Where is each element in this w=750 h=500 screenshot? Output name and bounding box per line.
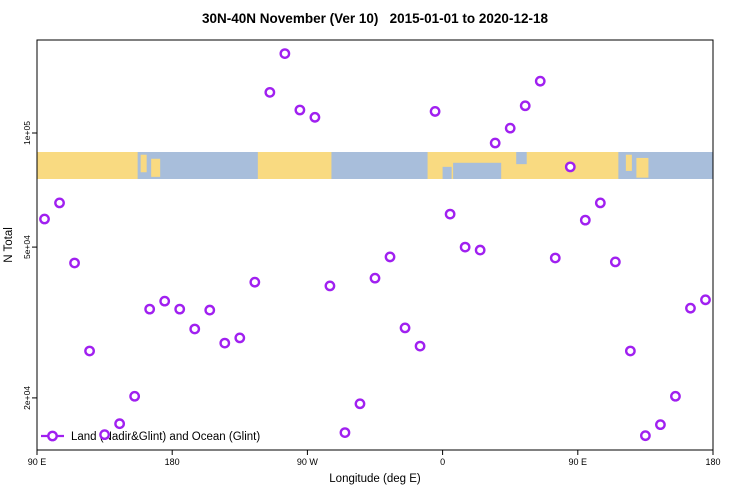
data-point (279, 48, 291, 59)
data-point (324, 280, 336, 292)
x-tick-label: 180 (165, 457, 180, 467)
data-point (640, 430, 651, 442)
data-point (69, 257, 80, 269)
data-point (534, 75, 546, 87)
data-points (39, 48, 711, 442)
x-tick-label: 90 W (297, 457, 319, 467)
island-patch (151, 158, 161, 177)
data-point (84, 345, 95, 357)
data-point (700, 294, 711, 306)
data-point (519, 100, 531, 112)
land-ocean-map-strip (37, 152, 713, 179)
data-point (594, 197, 606, 209)
land-segment (257, 152, 332, 179)
legend-marker-icon (47, 430, 58, 442)
data-point (655, 419, 666, 431)
data-point (294, 104, 306, 116)
island-patch (140, 154, 147, 173)
data-point (114, 418, 126, 430)
data-point (384, 251, 396, 263)
data-point (339, 427, 351, 438)
island-patch (636, 157, 649, 178)
data-point (369, 272, 381, 284)
x-axis-label: Longitude (deg E) (329, 473, 421, 485)
data-point (99, 429, 111, 441)
data-point (685, 302, 696, 314)
data-point (564, 161, 576, 173)
data-point (549, 252, 561, 264)
data-point (264, 86, 276, 98)
data-point (204, 304, 216, 316)
y-tick-label: 2e+04 (22, 386, 32, 410)
data-point (459, 241, 471, 253)
data-point (309, 111, 321, 123)
data-point (249, 276, 261, 288)
inland-water-patch (442, 166, 452, 179)
y-axis-ticks: 2e+04 5e+04 1e+05 (22, 121, 37, 410)
data-point (474, 244, 486, 256)
data-point (504, 122, 516, 134)
plot-border-box (36, 39, 714, 451)
data-point (39, 213, 50, 225)
chart-title: 30N-40N November (Ver 10) 2015-01-01 to … (202, 11, 548, 26)
x-tick-label: 0 (440, 457, 445, 467)
data-point (609, 256, 621, 268)
data-point (489, 137, 501, 149)
x-axis-ticks: 90 E 180 90 W 0 90 E 180 (28, 450, 721, 467)
data-point (399, 322, 411, 334)
data-point (429, 106, 441, 117)
y-tick-label: 1e+05 (22, 121, 32, 145)
data-point (579, 214, 591, 226)
data-point (414, 340, 426, 352)
legend-label: Land (Nadir&Glint) and Ocean (Glint) (71, 431, 260, 443)
data-point (144, 303, 156, 315)
x-tick-label: 90 E (28, 457, 47, 467)
y-axis-label: N Total (3, 227, 15, 263)
data-point (670, 390, 681, 402)
land-segment (37, 152, 138, 179)
data-point (54, 197, 65, 209)
data-point (444, 208, 456, 220)
data-point (354, 398, 366, 410)
data-point (624, 345, 636, 357)
y-tick-label: 5e+04 (22, 235, 32, 259)
x-tick-label: 180 (705, 457, 720, 467)
legend: Land (Nadir&Glint) and Ocean (Glint) (41, 430, 260, 443)
data-point (159, 295, 171, 307)
data-point (129, 390, 141, 402)
x-tick-label: 90 E (569, 457, 588, 467)
data-point (219, 337, 231, 349)
data-point (174, 303, 186, 315)
inland-water-patch (453, 162, 502, 179)
data-point (234, 332, 246, 344)
inland-water-patch (516, 152, 527, 165)
data-point (189, 323, 201, 335)
island-patch (625, 154, 632, 171)
